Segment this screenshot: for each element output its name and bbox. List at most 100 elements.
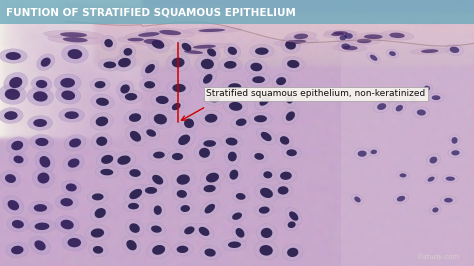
Ellipse shape [229, 102, 242, 111]
Ellipse shape [172, 103, 181, 110]
Ellipse shape [323, 31, 352, 37]
Ellipse shape [348, 37, 381, 45]
Ellipse shape [69, 138, 81, 147]
Ellipse shape [39, 156, 50, 168]
Ellipse shape [48, 35, 103, 44]
Ellipse shape [286, 111, 295, 121]
Ellipse shape [148, 149, 170, 161]
Ellipse shape [446, 177, 455, 181]
Ellipse shape [120, 90, 142, 103]
Ellipse shape [128, 38, 144, 41]
Ellipse shape [413, 107, 429, 118]
Ellipse shape [249, 112, 272, 125]
Ellipse shape [198, 138, 221, 149]
Ellipse shape [275, 168, 297, 183]
Ellipse shape [193, 45, 216, 49]
Ellipse shape [199, 148, 210, 158]
Ellipse shape [254, 241, 278, 260]
Ellipse shape [354, 148, 370, 159]
Ellipse shape [154, 205, 162, 215]
Ellipse shape [27, 87, 54, 106]
Ellipse shape [95, 81, 106, 88]
Ellipse shape [331, 32, 344, 36]
Ellipse shape [177, 190, 187, 198]
Ellipse shape [223, 80, 246, 93]
Ellipse shape [207, 48, 216, 57]
Ellipse shape [287, 248, 298, 257]
Ellipse shape [282, 57, 304, 71]
Ellipse shape [226, 165, 242, 184]
Ellipse shape [172, 57, 184, 68]
Ellipse shape [428, 177, 435, 182]
Ellipse shape [27, 116, 53, 130]
Ellipse shape [386, 49, 399, 58]
Ellipse shape [255, 204, 274, 217]
Ellipse shape [203, 140, 216, 147]
Ellipse shape [64, 111, 79, 119]
Ellipse shape [421, 83, 433, 93]
Ellipse shape [276, 133, 293, 148]
Ellipse shape [417, 109, 426, 115]
Ellipse shape [446, 44, 463, 56]
Ellipse shape [144, 81, 155, 88]
Ellipse shape [129, 113, 141, 122]
Ellipse shape [145, 187, 157, 194]
Ellipse shape [112, 152, 136, 169]
Ellipse shape [204, 93, 225, 105]
Ellipse shape [91, 228, 104, 238]
Ellipse shape [333, 44, 367, 52]
Ellipse shape [90, 204, 110, 222]
Ellipse shape [0, 49, 27, 63]
Ellipse shape [142, 126, 160, 140]
Ellipse shape [184, 119, 194, 128]
Ellipse shape [255, 91, 274, 110]
Ellipse shape [127, 240, 137, 250]
Ellipse shape [389, 51, 396, 56]
Ellipse shape [59, 108, 84, 122]
Ellipse shape [182, 43, 191, 51]
Ellipse shape [8, 200, 19, 210]
Ellipse shape [260, 188, 273, 198]
Ellipse shape [450, 47, 459, 53]
Ellipse shape [289, 211, 298, 221]
Ellipse shape [61, 180, 81, 195]
Ellipse shape [28, 219, 55, 233]
Ellipse shape [125, 166, 146, 180]
Ellipse shape [219, 58, 242, 72]
Ellipse shape [380, 31, 414, 40]
Ellipse shape [206, 173, 219, 182]
Ellipse shape [226, 138, 237, 146]
Ellipse shape [91, 133, 112, 150]
Ellipse shape [200, 200, 219, 217]
Ellipse shape [449, 134, 460, 147]
Ellipse shape [184, 226, 194, 234]
Ellipse shape [33, 91, 48, 102]
Ellipse shape [100, 169, 113, 175]
Ellipse shape [288, 221, 296, 228]
Ellipse shape [429, 157, 438, 164]
Ellipse shape [96, 151, 118, 168]
Ellipse shape [448, 148, 463, 158]
Ellipse shape [173, 187, 191, 201]
Ellipse shape [228, 209, 246, 223]
Text: ©study.com: ©study.com [417, 253, 460, 260]
Ellipse shape [125, 219, 144, 237]
Ellipse shape [35, 138, 48, 146]
Ellipse shape [129, 169, 141, 177]
Ellipse shape [166, 53, 190, 72]
Ellipse shape [367, 52, 381, 63]
Ellipse shape [341, 31, 356, 41]
Ellipse shape [425, 174, 438, 184]
Ellipse shape [173, 84, 186, 92]
Ellipse shape [130, 131, 141, 142]
Ellipse shape [285, 41, 296, 49]
Ellipse shape [273, 38, 319, 46]
Ellipse shape [63, 155, 84, 172]
Ellipse shape [140, 78, 160, 92]
Ellipse shape [91, 94, 114, 109]
Ellipse shape [96, 98, 109, 106]
Ellipse shape [146, 129, 156, 137]
Ellipse shape [228, 83, 241, 90]
Ellipse shape [177, 202, 194, 215]
Ellipse shape [386, 93, 399, 103]
